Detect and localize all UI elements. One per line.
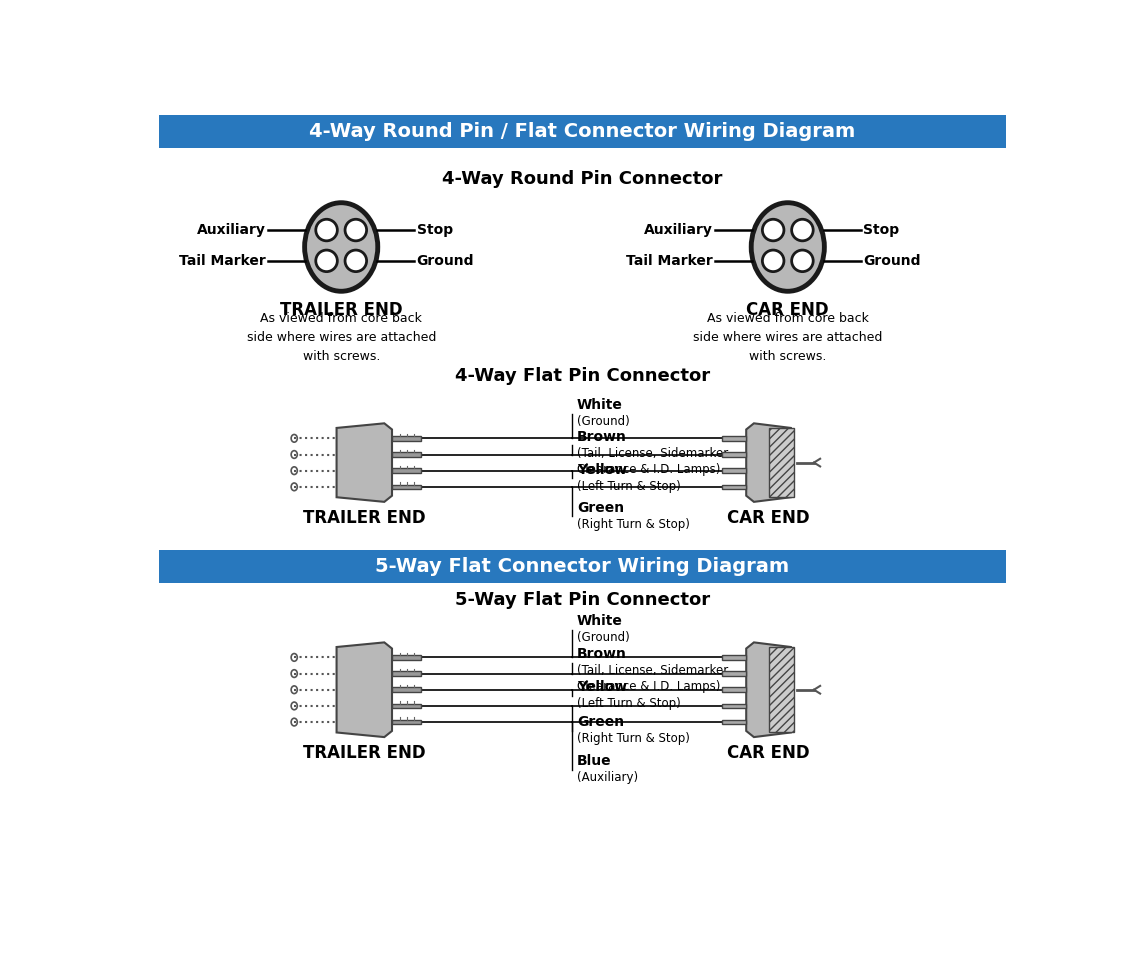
Ellipse shape <box>762 250 784 272</box>
Ellipse shape <box>762 219 784 241</box>
Text: As viewed from core back
side where wires are attached
with screws.: As viewed from core back side where wire… <box>247 312 436 363</box>
Text: White: White <box>577 614 623 628</box>
Text: 5-Way Flat Pin Connector: 5-Way Flat Pin Connector <box>454 591 710 608</box>
Ellipse shape <box>316 219 337 241</box>
Bar <box>721 453 746 456</box>
Text: Green: Green <box>577 715 624 729</box>
Text: Stop: Stop <box>863 223 900 237</box>
Ellipse shape <box>345 250 367 272</box>
Polygon shape <box>746 423 791 502</box>
Ellipse shape <box>792 250 813 272</box>
Bar <box>392 453 421 456</box>
Bar <box>392 687 421 692</box>
Text: TRAILER END: TRAILER END <box>303 744 426 762</box>
Text: CAR END: CAR END <box>746 301 829 319</box>
Bar <box>392 672 421 676</box>
Bar <box>721 468 746 473</box>
Text: (Right Turn & Stop): (Right Turn & Stop) <box>577 518 690 530</box>
Text: Ground: Ground <box>417 254 474 268</box>
Text: (Tail, License, Sidemarker
Clearance & I.D. Lamps): (Tail, License, Sidemarker Clearance & I… <box>577 664 728 693</box>
Text: (Right Turn & Stop): (Right Turn & Stop) <box>577 732 690 745</box>
Bar <box>392 436 421 441</box>
Bar <box>721 687 746 692</box>
Ellipse shape <box>792 219 813 241</box>
Text: 4-Way Round Pin / Flat Connector Wiring Diagram: 4-Way Round Pin / Flat Connector Wiring … <box>309 122 855 141</box>
Text: 5-Way Flat Connector Wiring Diagram: 5-Way Flat Connector Wiring Diagram <box>375 557 790 576</box>
Text: TRAILER END: TRAILER END <box>279 301 402 319</box>
Ellipse shape <box>751 203 825 291</box>
Bar <box>721 436 746 441</box>
Bar <box>392 484 421 489</box>
Text: TRAILER END: TRAILER END <box>303 509 426 527</box>
Text: (Ground): (Ground) <box>577 631 629 644</box>
Bar <box>721 655 746 659</box>
Bar <box>721 484 746 489</box>
Text: 4-Way Round Pin Connector: 4-Way Round Pin Connector <box>442 170 722 188</box>
Ellipse shape <box>304 203 378 291</box>
Bar <box>159 551 1005 582</box>
Text: 4-Way Flat Pin Connector: 4-Way Flat Pin Connector <box>454 367 710 385</box>
Text: Brown: Brown <box>577 648 627 661</box>
Ellipse shape <box>345 219 367 241</box>
Text: Yellow: Yellow <box>577 680 627 695</box>
Text: Green: Green <box>577 501 624 514</box>
Text: (Left Turn & Stop): (Left Turn & Stop) <box>577 698 680 710</box>
Text: Tail Marker: Tail Marker <box>179 254 266 268</box>
Text: CAR END: CAR END <box>727 744 810 762</box>
Text: Brown: Brown <box>577 430 627 444</box>
Bar <box>721 720 746 725</box>
Bar <box>769 647 794 732</box>
Text: (Auxiliary): (Auxiliary) <box>577 772 638 784</box>
Bar <box>392 655 421 659</box>
Text: Stop: Stop <box>417 223 453 237</box>
Text: Blue: Blue <box>577 754 611 768</box>
Polygon shape <box>336 423 392 502</box>
Text: Yellow: Yellow <box>577 463 627 477</box>
Text: Auxiliary: Auxiliary <box>197 223 266 237</box>
Bar <box>769 428 794 497</box>
Text: (Left Turn & Stop): (Left Turn & Stop) <box>577 480 680 493</box>
Text: CAR END: CAR END <box>727 509 810 527</box>
Bar <box>392 703 421 708</box>
Text: Auxiliary: Auxiliary <box>643 223 712 237</box>
Text: Ground: Ground <box>863 254 921 268</box>
Bar <box>721 672 746 676</box>
Ellipse shape <box>316 250 337 272</box>
Polygon shape <box>336 642 392 737</box>
Bar <box>392 720 421 725</box>
Bar <box>721 703 746 708</box>
Text: (Tail, License, Sidemarker
Clearance & I.D. Lamps): (Tail, License, Sidemarker Clearance & I… <box>577 447 728 476</box>
Text: As viewed from core back
side where wires are attached
with screws.: As viewed from core back side where wire… <box>693 312 883 363</box>
Text: Tail Marker: Tail Marker <box>626 254 712 268</box>
Bar <box>159 115 1005 148</box>
Text: (Ground): (Ground) <box>577 415 629 429</box>
Polygon shape <box>746 642 791 737</box>
Bar <box>392 468 421 473</box>
Text: White: White <box>577 398 623 412</box>
